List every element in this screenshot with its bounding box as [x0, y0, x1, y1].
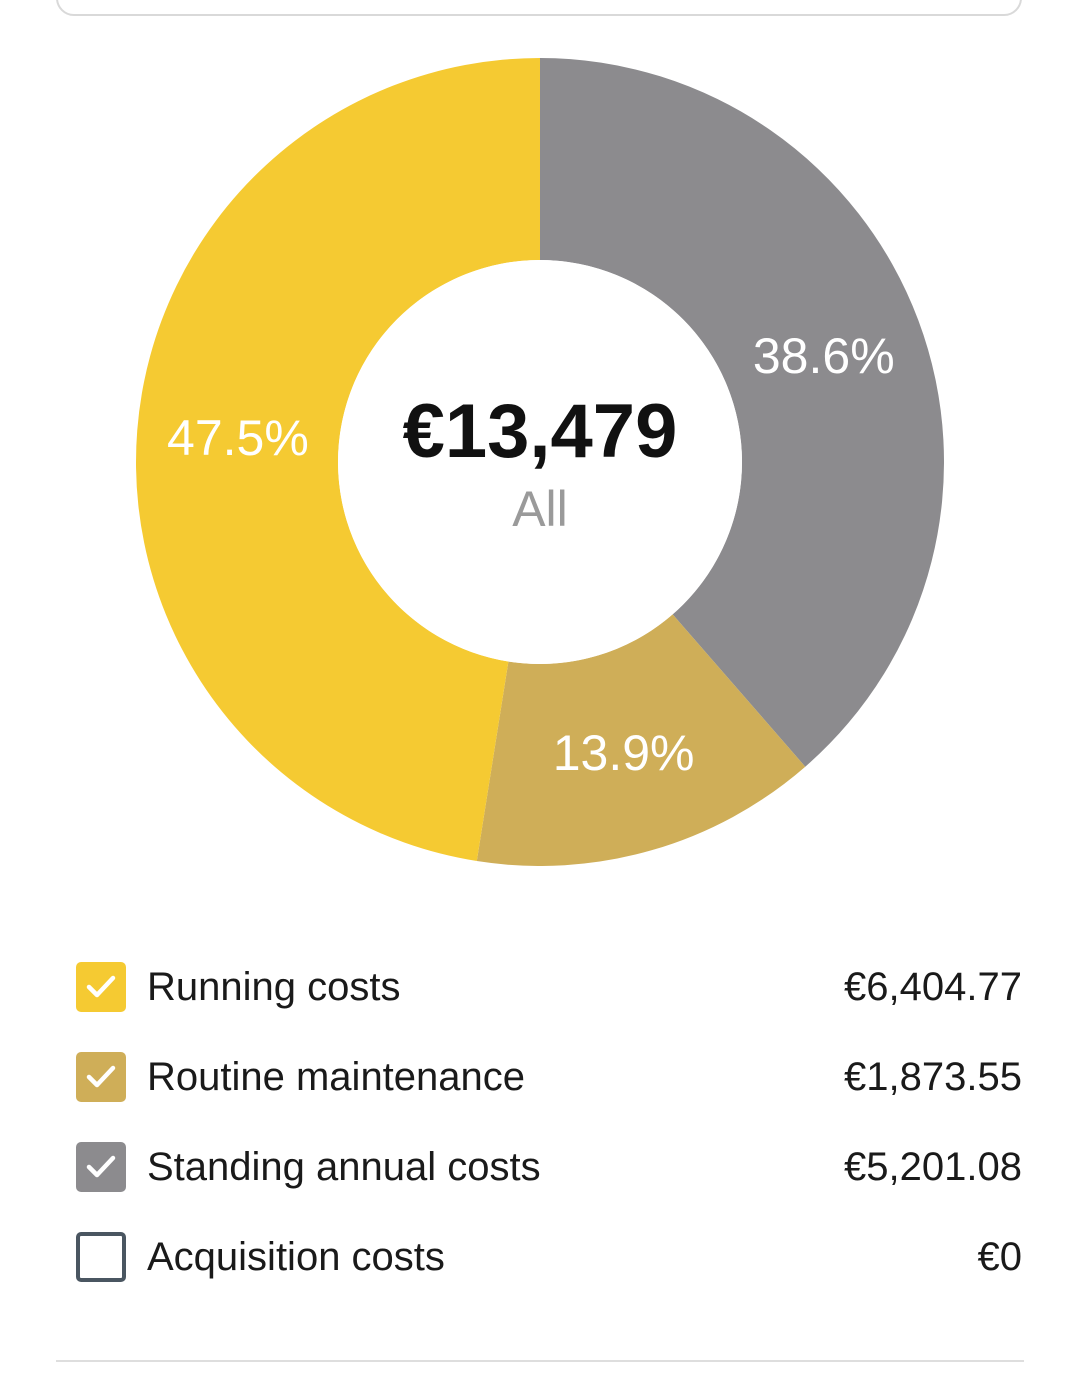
legend-value: €0 — [977, 1234, 1023, 1279]
legend-row-acquisition-costs[interactable]: Acquisition costs €0 — [76, 1212, 1022, 1302]
cost-donut-chart: 38.6% 13.9% 47.5% €13,479 All — [136, 58, 944, 866]
bottom-divider — [56, 1360, 1024, 1362]
filter-label: All — [512, 481, 568, 537]
legend-row-standing-annual-costs[interactable]: Standing annual costs €5,201.08 — [76, 1122, 1022, 1212]
legend-label: Running costs — [147, 964, 401, 1009]
previous-card-bottom — [56, 0, 1022, 16]
donut-slice-routine-maintenance[interactable] — [476, 614, 806, 866]
legend-row-running-costs[interactable]: Running costs €6,404.77 — [76, 942, 1022, 1032]
donut-slice-standing-annual-costs[interactable] — [540, 58, 944, 767]
donut-hole — [338, 260, 742, 664]
legend-label: Standing annual costs — [147, 1144, 541, 1189]
legend-value: €6,404.77 — [844, 964, 1022, 1009]
slice-percent-label: 47.5% — [167, 410, 309, 466]
cost-category-legend: Running costs €6,404.77 Routine maintena… — [76, 942, 1022, 1302]
checkbox-acquisition-costs[interactable] — [76, 1232, 126, 1282]
slice-percent-label: 38.6% — [753, 328, 895, 384]
checkbox-running-costs[interactable] — [76, 962, 126, 1012]
donut-svg: 38.6% 13.9% 47.5% — [136, 58, 944, 866]
checkmark-icon — [86, 975, 116, 998]
total-cost-value: €13,479 — [402, 389, 678, 474]
legend-label: Acquisition costs — [147, 1234, 445, 1279]
legend-row-routine-maintenance[interactable]: Routine maintenance €1,873.55 — [76, 1032, 1022, 1122]
donut-slice-running-costs[interactable] — [136, 58, 540, 862]
checkbox-routine-maintenance[interactable] — [76, 1052, 126, 1102]
legend-value: €1,873.55 — [844, 1054, 1022, 1099]
legend-value: €5,201.08 — [844, 1144, 1022, 1189]
checkmark-icon — [86, 1065, 116, 1088]
slice-percent-label: 13.9% — [553, 725, 695, 781]
legend-label: Routine maintenance — [147, 1054, 526, 1099]
checkbox-standing-annual-costs[interactable] — [76, 1142, 126, 1192]
checkmark-icon — [86, 1155, 116, 1178]
